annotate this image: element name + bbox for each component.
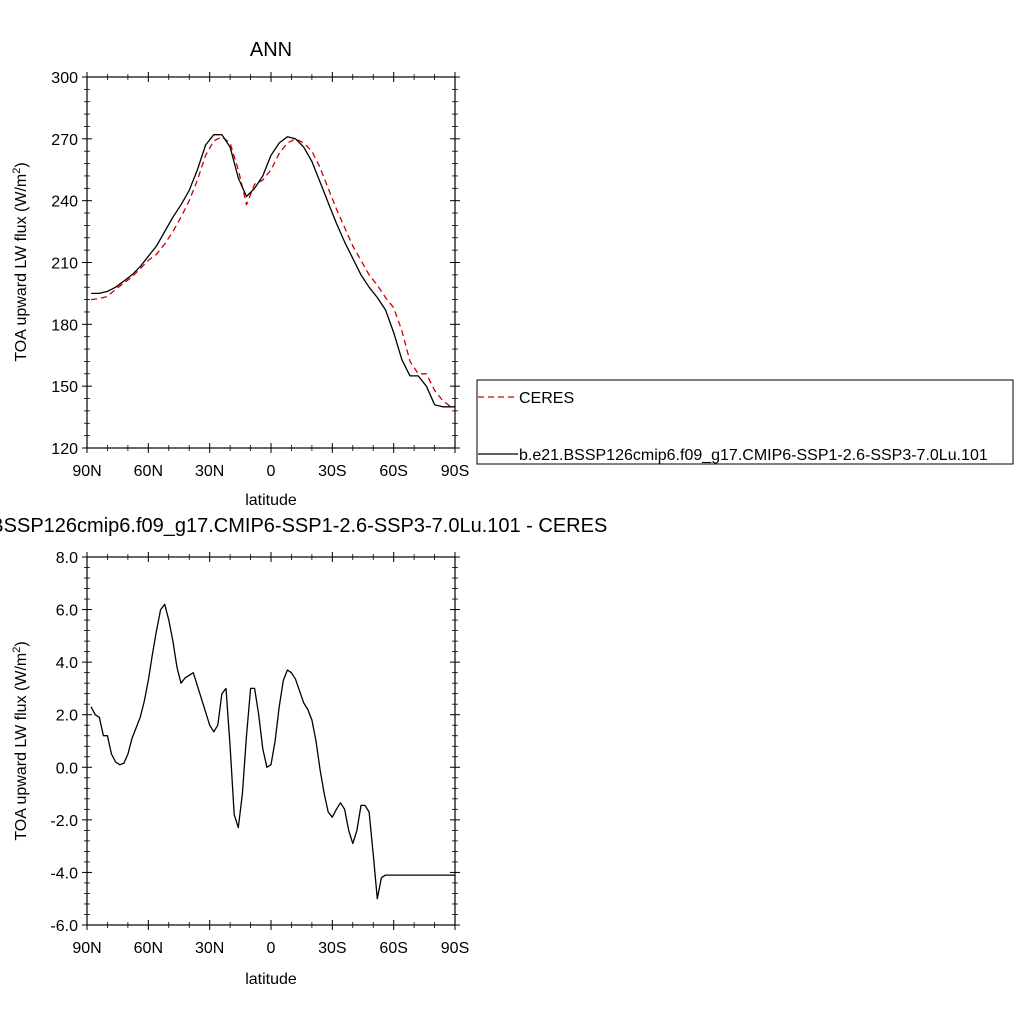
x-tick-label: 90S <box>441 463 469 480</box>
chart-title: ANN <box>250 39 292 61</box>
y-tick-label: -4.0 <box>50 865 78 882</box>
x-tick-label: 30N <box>195 463 224 480</box>
x-axis-label: latitude <box>245 971 297 988</box>
plot-frame <box>86 556 456 926</box>
x-tick-label: 60N <box>134 463 163 480</box>
y-tick-label: 240 <box>51 194 78 211</box>
legend-box <box>476 379 1014 465</box>
legend-label-ceres: CERES <box>519 390 574 407</box>
x-tick-label: 0 <box>267 463 276 480</box>
x-tick-label: 90N <box>72 463 101 480</box>
x-tick-label: 90N <box>72 940 101 957</box>
chart-title: b.e21.BSSP126cmip6.f09_g17.CMIP6-SSP1-2.… <box>0 515 607 537</box>
y-tick-labels: 120 150 180 210 240 270 300 <box>51 70 78 458</box>
y-axis-label: TOA upward LW flux (W/m2) <box>11 162 30 361</box>
x-tick-label: 90S <box>441 940 469 957</box>
chart-bottom: b.e21.BSSP126cmip6.f09_g17.CMIP6-SSP1-2.… <box>0 515 607 988</box>
x-tick-label: 30N <box>195 940 224 957</box>
y-tick-label: 0.0 <box>56 760 78 777</box>
y-tick-label: 120 <box>51 441 78 458</box>
legend-label-model: b.e21.BSSP126cmip6.f09_g17.CMIP6-SSP1-2.… <box>519 447 988 464</box>
series-line-1 <box>91 136 455 408</box>
series-lines <box>90 603 455 900</box>
legend: CERES b.e21.BSSP126cmip6.f09_g17.CMIP6-S… <box>476 379 1014 465</box>
x-tick-label: 60S <box>379 940 407 957</box>
y-tick-label: -2.0 <box>50 813 78 830</box>
x-tick-labels: 90N 60N 30N 0 30S 60S 90S <box>72 463 469 480</box>
axis-ticks <box>82 552 460 930</box>
x-tick-label: 30S <box>318 463 346 480</box>
y-tick-label: 270 <box>51 132 78 149</box>
y-tick-label: 300 <box>51 70 78 87</box>
series-lines <box>91 134 455 408</box>
y-tick-label: 4.0 <box>56 655 78 672</box>
chart-top: ANN 120 150 180 210 240 270 300 90N 60N 30N 0 30S 6… <box>11 39 469 509</box>
y-tick-labels: -6.0 -4.0 -2.0 0.0 2.0 4.0 6.0 8.0 <box>50 550 78 935</box>
y-axis-label: TOA upward LW flux (W/m2) <box>11 641 30 840</box>
series-line-2 <box>91 134 455 408</box>
y-tick-label: 180 <box>51 317 78 334</box>
x-tick-labels: 90N 60N 30N 0 30S 60S 90S <box>72 940 469 957</box>
x-axis-label: latitude <box>245 492 297 509</box>
y-tick-label: 150 <box>51 379 78 396</box>
y-tick-label: 210 <box>51 256 78 273</box>
x-tick-label: 30S <box>318 940 346 957</box>
y-tick-label: 8.0 <box>56 550 78 567</box>
x-tick-label: 0 <box>267 940 276 957</box>
y-tick-label: 2.0 <box>56 708 78 725</box>
y-tick-label: 6.0 <box>56 603 78 620</box>
plot-frame <box>86 76 456 449</box>
x-tick-label: 60N <box>134 940 163 957</box>
axis-ticks <box>82 72 460 453</box>
x-tick-label: 60S <box>379 463 407 480</box>
series-line-1 <box>90 603 455 900</box>
y-tick-label: -6.0 <box>50 918 78 935</box>
